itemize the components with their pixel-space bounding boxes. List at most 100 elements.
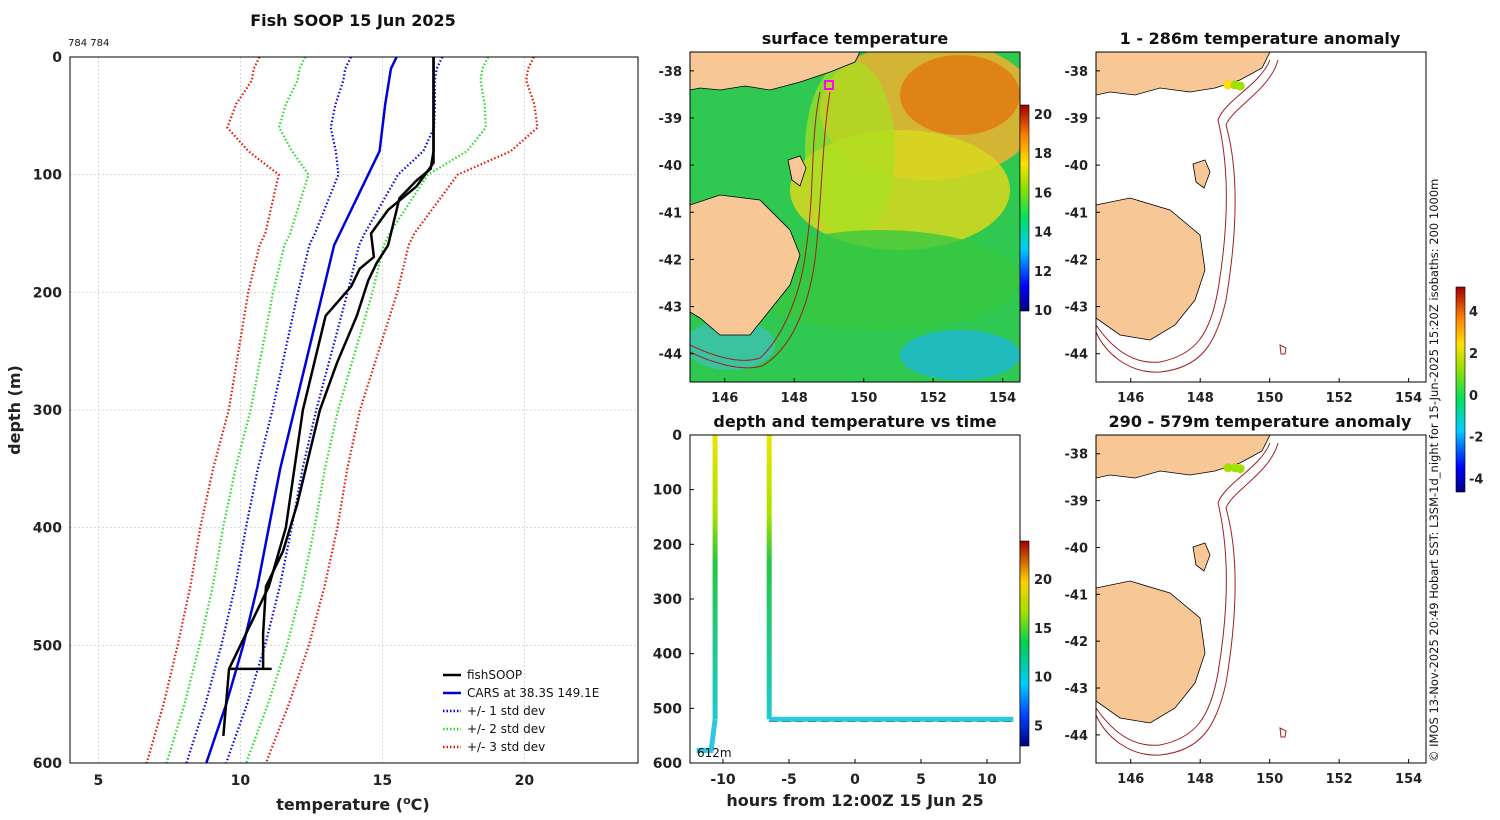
anomaly-upper-panel: 1 - 286m temperature anomaly 146 148 150 15… xyxy=(1065,29,1427,406)
sst-xtick-label: 154 xyxy=(989,391,1016,406)
profile-fishsoop-down-line xyxy=(222,57,435,737)
anomaly-upper-ticks: 146 148 150 152 154 -38 -39 -40 -41 -42 -43 -44 xyxy=(1065,65,1423,406)
anomaly-colorbar-tick-label: -2 xyxy=(1469,431,1483,446)
anomaly-lower-flinders-island xyxy=(1192,542,1211,572)
anomaly-upper-ytick-label: -38 xyxy=(1065,65,1089,80)
anomaly-lower-point xyxy=(1223,463,1233,473)
profile-fishsoop-up-line xyxy=(261,57,435,669)
sst-flinders-island xyxy=(787,155,807,187)
anomaly-upper-seamount xyxy=(1279,344,1287,355)
profile-std3-lower-line xyxy=(145,57,280,763)
profile-cars-line xyxy=(205,57,398,763)
profile-std3-upper-line xyxy=(264,57,539,763)
profile-xtick-label: 10 xyxy=(231,773,251,789)
sst-colorbar-tick-label: 20 xyxy=(1034,108,1052,123)
timeseries-title: depth and temperature vs time xyxy=(713,412,996,431)
anomaly-lower-ytick-label: -42 xyxy=(1065,635,1089,650)
sst-fish-location-marker xyxy=(823,80,834,90)
sst-xtick-label: 148 xyxy=(781,391,808,406)
anomaly-lower-frame xyxy=(1095,434,1427,764)
sst-ytick-label: -38 xyxy=(659,65,683,80)
sst-panel: surface temperature 146 148 150 152 154 -38 -3… xyxy=(659,29,1053,406)
timeseries-xtick-label: 0 xyxy=(850,772,860,788)
anomaly-lower-points xyxy=(1223,463,1245,474)
timeseries-xtick-label: 5 xyxy=(916,772,926,788)
anomaly-lower-ytick-label: -40 xyxy=(1065,541,1089,556)
anomaly-colorbar-ticks: -4 -2 0 2 4 xyxy=(1469,305,1483,487)
anomaly-upper-point xyxy=(1223,80,1233,90)
profile-xtick-label: 5 xyxy=(94,773,104,789)
anomaly-upper-ytick-label: -44 xyxy=(1065,348,1089,363)
anomaly-lower-ytick-label: -41 xyxy=(1065,588,1089,603)
sst-colorbar-tick-label: 10 xyxy=(1034,304,1052,319)
sst-title: surface temperature xyxy=(762,29,949,48)
anomaly-lower-title: 290 - 579m temperature anomaly xyxy=(1109,412,1412,431)
anomaly-colorbar-tick-label: 4 xyxy=(1469,305,1478,320)
anomaly-upper-frame xyxy=(1095,51,1427,383)
timeseries-colorbar-tick-label: 15 xyxy=(1034,622,1052,637)
profile-ytick-label: 200 xyxy=(33,285,62,301)
anomaly-upper-title: 1 - 286m temperature anomaly xyxy=(1120,29,1401,48)
anomaly-colorbar-tick-label: 2 xyxy=(1469,347,1478,362)
timeseries-xtick-label: -10 xyxy=(710,772,736,788)
profile-ytick-label: 500 xyxy=(33,638,62,654)
timeseries-xlabel: hours from 12:00Z 15 Jun 25 xyxy=(726,791,983,810)
profile-std2-lower-line xyxy=(165,57,310,763)
anomaly-upper-isobath-200 xyxy=(1096,59,1271,363)
profile-ytick-label: 600 xyxy=(33,756,62,772)
timeseries-colorbar xyxy=(1019,540,1030,747)
anomaly-upper-xtick-label: 154 xyxy=(1395,391,1422,406)
sst-colorbar-tick-label: 12 xyxy=(1034,265,1052,280)
anomaly-lower-panel: 290 - 579m temperature anomaly 146 148 150… xyxy=(1065,412,1427,787)
timeseries-colorbar-tick-label: 20 xyxy=(1034,573,1052,588)
credit-text: © IMOS 13-Nov-2025 20:49 Hobart SST: L3S… xyxy=(1427,179,1441,762)
anomaly-lower-xtick-label: 146 xyxy=(1117,772,1144,787)
timeseries-xtick-label: -5 xyxy=(781,772,797,788)
anomaly-upper-xtick-label: 150 xyxy=(1256,391,1283,406)
profile-ytick-label: 100 xyxy=(33,168,62,184)
anomaly-lower-xtick-label: 148 xyxy=(1187,772,1214,787)
anomaly-colorbar-group: -4 -2 0 2 4 xyxy=(1455,286,1483,493)
timeseries-ytick-label: 0 xyxy=(672,428,682,444)
profile-xtick-label: 20 xyxy=(515,773,535,789)
profile-frame xyxy=(69,56,639,764)
legend-label-std1: +/- 1 std dev xyxy=(467,704,545,718)
sst-colorbar-tick-label: 16 xyxy=(1034,186,1052,201)
timeseries-xtick-label: 10 xyxy=(977,772,997,788)
anomaly-colorbar xyxy=(1455,286,1466,493)
legend-label-fishsoop: fishSOOP xyxy=(467,668,522,682)
timeseries-colorbar-ticks: 5 10 15 20 xyxy=(1034,573,1052,734)
sst-colorbar-ticks: 10 12 14 16 18 20 xyxy=(1034,108,1052,319)
sst-ytick-label: -44 xyxy=(659,348,683,363)
anomaly-lower-ytick-label: -39 xyxy=(1065,495,1089,510)
sst-ytick-label: -40 xyxy=(659,159,683,174)
sst-isobath-1000 xyxy=(690,91,831,369)
sst-mainland xyxy=(690,52,861,91)
profile-ytick-label: 300 xyxy=(33,403,62,419)
legend-label-std3: +/- 3 std dev xyxy=(467,740,545,754)
anomaly-lower-tasmania xyxy=(1096,580,1206,724)
anomaly-upper-ytick-label: -43 xyxy=(1065,301,1089,316)
timeseries-plot-area xyxy=(690,435,1020,763)
profile-ytick-label: 0 xyxy=(52,50,62,66)
sst-xtick-label: 152 xyxy=(920,391,947,406)
sst-colorbar-tick-label: 14 xyxy=(1034,226,1052,241)
profile-std1-lower-line xyxy=(185,57,352,763)
sst-ytick-label: -41 xyxy=(659,206,683,221)
timeseries-lines xyxy=(696,435,1017,753)
sst-cold-patch xyxy=(900,330,1020,380)
page-title: Fish SOOP 15 Jun 2025 xyxy=(250,11,456,30)
anomaly-upper-ytick-label: -39 xyxy=(1065,112,1089,127)
anomaly-colorbar-tick-label: -4 xyxy=(1469,472,1483,487)
anomaly-colorbar-tick-label: 0 xyxy=(1469,389,1478,404)
sst-ticks: 146 148 150 152 154 -38 -39 -40 -41 -42 -43 -44 xyxy=(659,65,1017,406)
profile-id: 784 784 xyxy=(68,38,109,49)
anomaly-lower-isobath-200 xyxy=(1096,442,1271,746)
anomaly-upper-isobath-1000 xyxy=(1096,59,1279,373)
sst-xtick-label: 146 xyxy=(711,391,738,406)
anomaly-upper-points xyxy=(1223,80,1245,91)
anomaly-upper-flinders-island xyxy=(1192,159,1211,189)
timeseries-ytick-label: 300 xyxy=(653,592,682,608)
sst-isobath-200 xyxy=(690,91,821,361)
